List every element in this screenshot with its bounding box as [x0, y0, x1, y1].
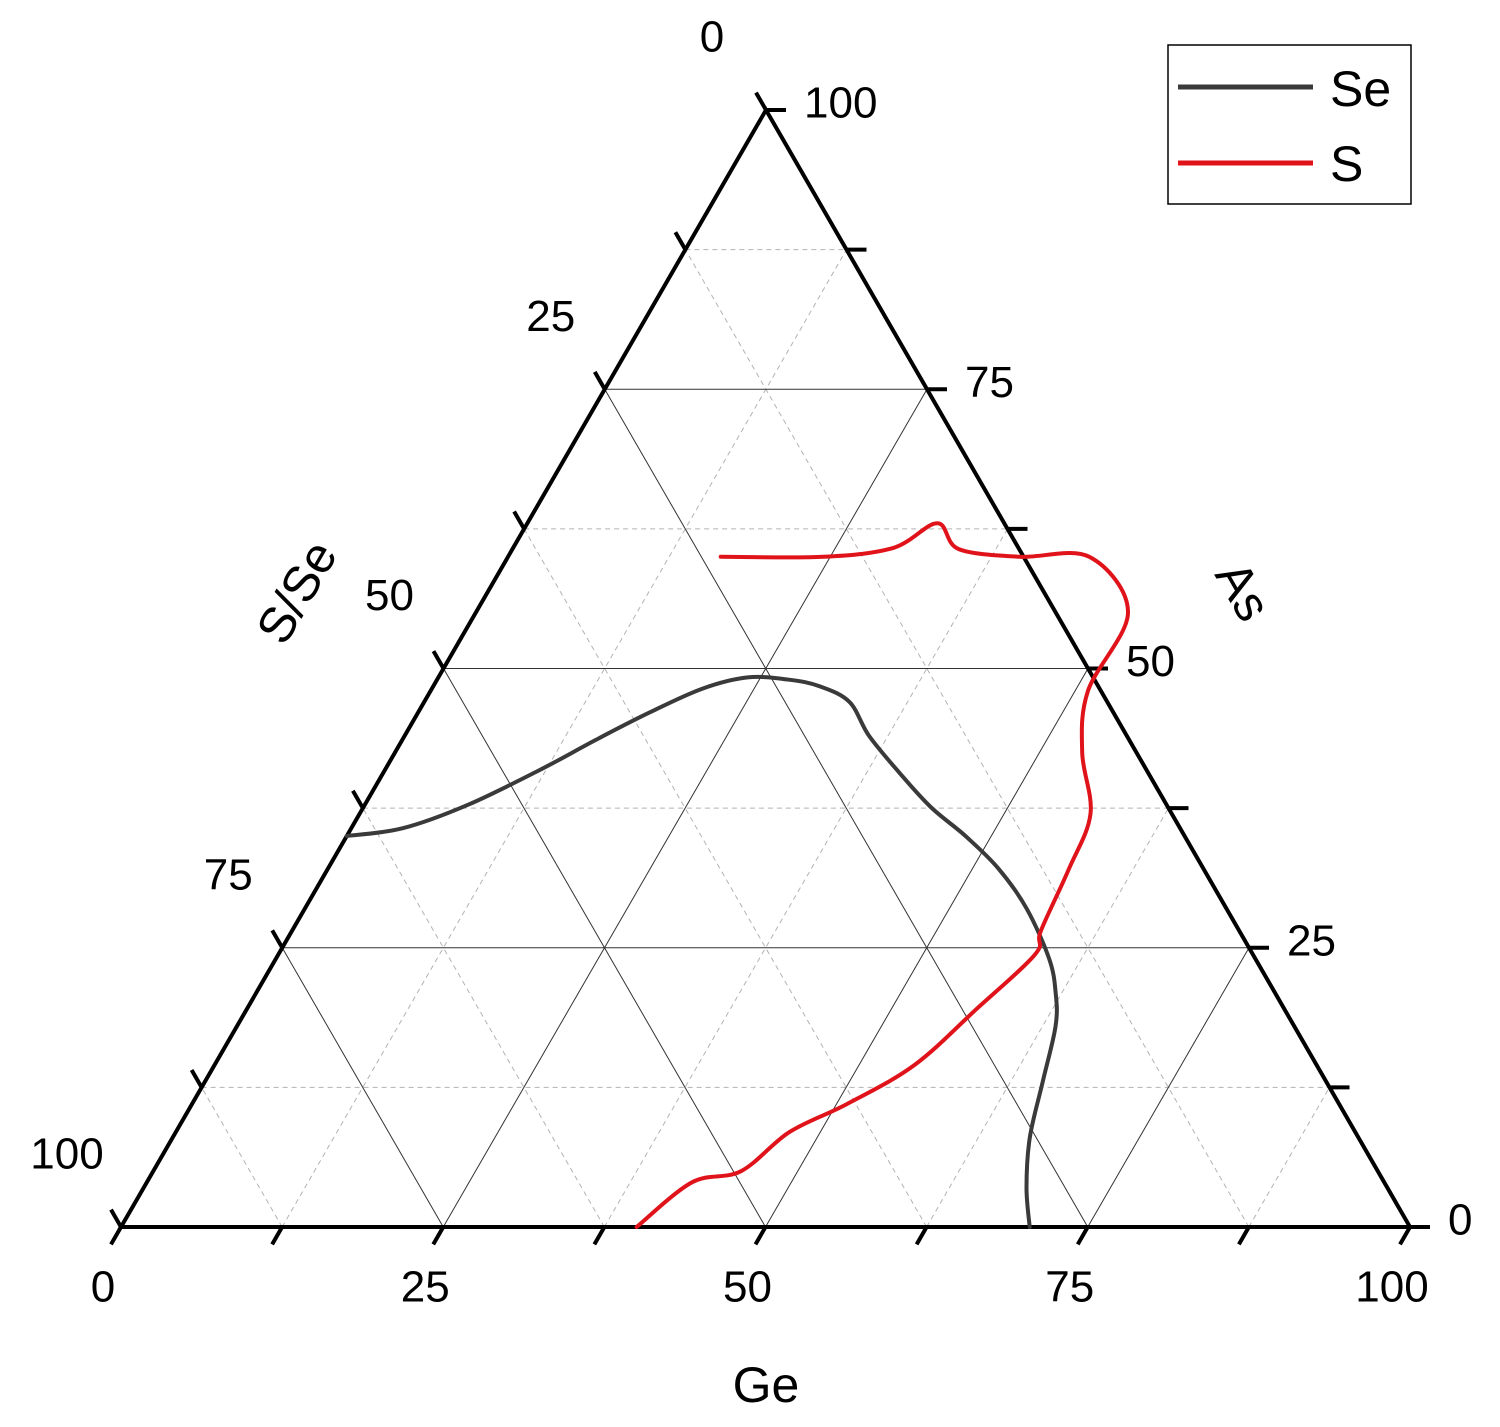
tick-ge — [109, 1225, 123, 1246]
tick-ge — [753, 1225, 768, 1246]
legend: Se S — [1167, 44, 1412, 205]
tick-ss — [431, 650, 446, 670]
grid-major-ge-line — [1087, 947, 1250, 1228]
tick-label-ss: 0 — [700, 13, 724, 62]
tick-ss — [593, 370, 607, 391]
grid-minor-ss-line — [684, 249, 1250, 1228]
tick-ge — [431, 1225, 445, 1246]
tick-label-as: 75 — [965, 358, 1014, 407]
series-line-s — [634, 521, 1131, 1229]
major-grid — [281, 388, 1250, 1228]
tick-label-ge: 75 — [1045, 1263, 1094, 1312]
legend-label-s: S — [1330, 136, 1363, 192]
tick-label-as: 100 — [804, 79, 877, 128]
grid-minor-ge-line — [281, 249, 847, 1228]
tick-label-ss: 50 — [365, 571, 414, 620]
grid-minor-ss-line — [362, 807, 605, 1228]
grid-minor-ss-line — [523, 528, 928, 1228]
grid-minor-ge-line — [926, 807, 1169, 1228]
tick-ge — [914, 1225, 929, 1246]
tick-ss — [351, 789, 365, 810]
minor-grid — [201, 249, 1330, 1228]
tick-ss — [673, 231, 688, 251]
tick-label-as: 25 — [1287, 916, 1336, 965]
axis-title-as: As — [1204, 552, 1282, 631]
legend-box — [1167, 44, 1412, 205]
grid-minor-ge-line — [1248, 1087, 1330, 1228]
axis-title-ss: S/Se — [245, 531, 348, 653]
tick-labels: 0 25 50 75 100 0 25 50 75 100 0 25 50 75 100 — [30, 13, 1472, 1312]
tick-label-ss: 100 — [30, 1130, 103, 1179]
tick-ge — [270, 1225, 284, 1246]
tick-ge — [1076, 1225, 1090, 1246]
tick-label-ge: 100 — [1355, 1263, 1428, 1312]
tick-label-as: 0 — [1448, 1196, 1472, 1245]
tick-label-ge: 50 — [723, 1263, 772, 1312]
tick-label-ge: 25 — [401, 1263, 450, 1312]
tick-label-ss: 25 — [526, 292, 575, 341]
tick-label-ge: 0 — [91, 1263, 115, 1312]
axis-title-ge: Ge — [733, 1357, 800, 1413]
grid-major-ss-line — [604, 389, 1089, 1228]
tick-label-ss: 75 — [204, 850, 253, 899]
grid-major-ss-line — [443, 668, 766, 1228]
legend-label-se: Se — [1330, 61, 1391, 117]
grid-major-ge-line — [765, 668, 1089, 1228]
grid-minor-ss-line — [201, 1087, 283, 1228]
tick-label-as: 50 — [1126, 637, 1175, 686]
series-line-se — [344, 674, 1059, 1229]
tick-ss — [270, 929, 284, 949]
grid-major-ge-line — [442, 388, 928, 1228]
tick-ss — [189, 1069, 204, 1089]
tick-ss — [512, 510, 526, 530]
tick-ss — [754, 91, 768, 112]
tick-ge — [1398, 1225, 1412, 1246]
tick-ge — [1237, 1225, 1251, 1246]
tick-ge — [592, 1225, 607, 1246]
tick-ss — [109, 1208, 123, 1229]
series-lines — [344, 521, 1131, 1229]
tick-marks — [109, 91, 1430, 1246]
grid-major-ss-line — [281, 947, 444, 1228]
